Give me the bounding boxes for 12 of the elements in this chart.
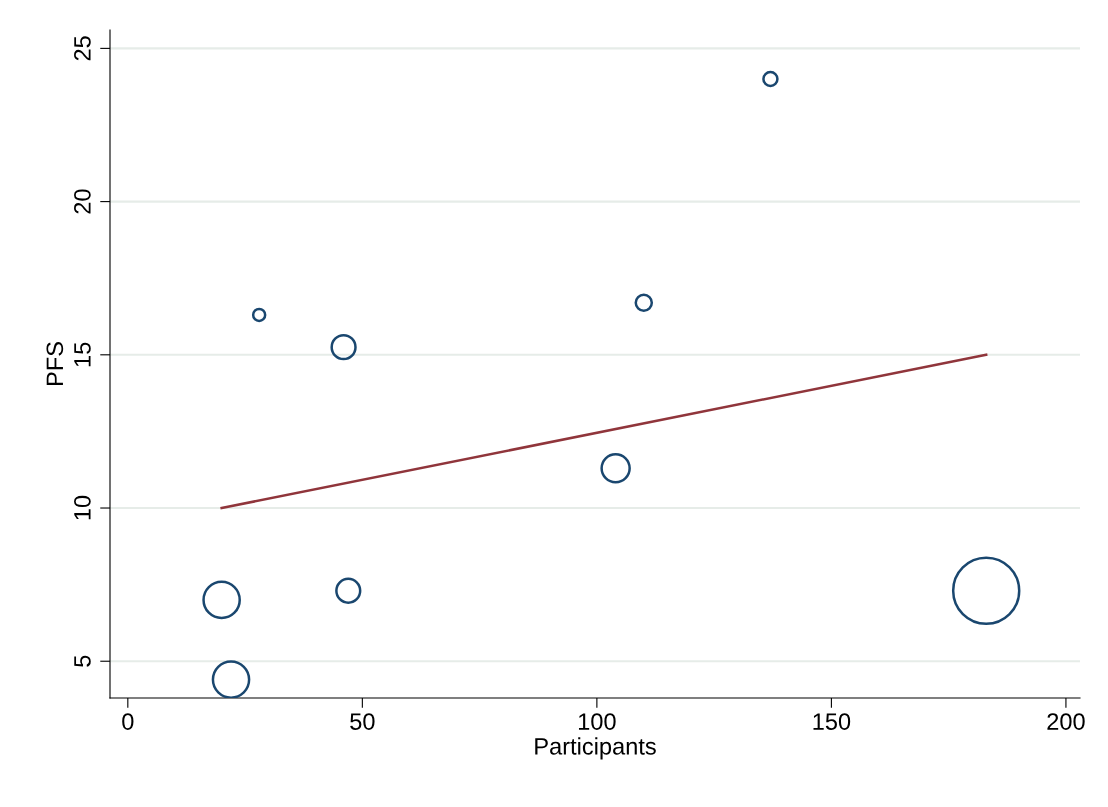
y-tick-label: 20: [74, 189, 91, 214]
y-axis-title: PFS: [46, 342, 64, 386]
x-axis-title: Participants: [535, 737, 656, 760]
x-tick-label: 100: [578, 713, 616, 730]
x-tick-label: 50: [350, 713, 375, 730]
x-tick-label: 0: [122, 713, 134, 730]
y-tick-label: 25: [74, 36, 91, 61]
y-tick-label: 10: [74, 495, 91, 520]
y-tick-label: 15: [74, 342, 91, 367]
x-tick-label: 200: [1047, 713, 1085, 730]
x-tick-label: 150: [813, 713, 851, 730]
y-tick-label: 5: [74, 655, 91, 667]
